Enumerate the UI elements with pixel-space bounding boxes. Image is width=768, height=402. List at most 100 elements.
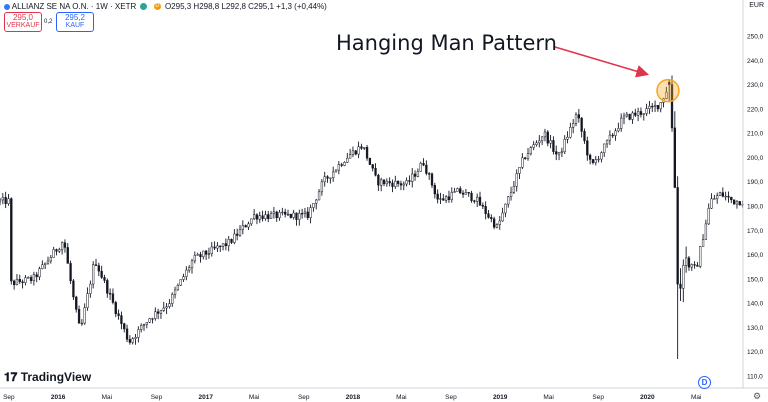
candle-body: [512, 186, 516, 193]
candle-body: [631, 112, 634, 120]
gear-icon[interactable]: ⚙: [753, 391, 762, 401]
candle-body: [193, 255, 196, 262]
candle-body: [439, 198, 442, 200]
dividend-badge[interactable]: D: [153, 3, 161, 11]
candle-body: [648, 105, 651, 109]
buy-button[interactable]: 295,2 KAUF: [56, 12, 94, 32]
candle-body: [391, 182, 394, 187]
candle-body: [416, 171, 420, 177]
candle-body: [284, 211, 287, 215]
candle-body: [461, 192, 465, 195]
candle-body: [456, 188, 459, 192]
symbol-flag-icon: [4, 3, 10, 10]
candle-body: [693, 264, 696, 266]
candle-body: [608, 134, 612, 141]
candle-body: [77, 309, 81, 324]
candle-body: [365, 147, 369, 159]
candle-body: [724, 195, 727, 198]
candle-body: [236, 233, 239, 236]
price-tick-label: 130,0: [747, 325, 764, 332]
candle-body: [444, 196, 448, 201]
candle-body: [137, 329, 140, 338]
candle-body: [89, 283, 92, 294]
candle-body: [529, 147, 532, 154]
candle-body: [128, 339, 132, 343]
candle-body: [38, 268, 41, 278]
candle-body: [227, 239, 230, 247]
candle-body: [611, 134, 614, 137]
candle-body: [380, 179, 383, 186]
candle-body: [264, 214, 267, 219]
candle-body: [639, 111, 643, 115]
currency-label[interactable]: EUR: [749, 2, 764, 9]
candle-body: [569, 127, 572, 138]
candle-body: [684, 257, 688, 266]
candle-body: [682, 265, 685, 289]
candle-body: [473, 200, 476, 202]
candle-body: [634, 112, 637, 116]
candle-body: [450, 192, 453, 200]
candle-body: [300, 213, 304, 215]
candle-body: [230, 239, 233, 243]
candle-body: [72, 280, 75, 298]
candle-body: [35, 274, 38, 278]
sell-button[interactable]: 295,0 VERKAUF: [4, 12, 42, 32]
candle-body: [69, 263, 72, 282]
candle-body: [464, 192, 468, 195]
candle-body: [10, 198, 13, 282]
candle-body: [326, 176, 329, 179]
candle-body: [490, 217, 493, 219]
candle-body: [727, 195, 730, 198]
time-axis[interactable]: Sep 2016 Mai Sep 2017 Mai Sep 2018 Mai Sep 2019 Mai…: [3, 394, 701, 401]
time-tick-label: Sep: [3, 394, 15, 401]
candle-body: [704, 223, 708, 240]
candle-body: [221, 243, 225, 247]
candle-body: [563, 138, 566, 153]
time-tick-label: 2016: [51, 394, 66, 401]
candle-body: [4, 197, 7, 204]
symbol-title[interactable]: ALLIANZ SE NA O.N. · 1W · XETR: [11, 2, 137, 11]
time-tick-label: Mai: [102, 394, 112, 401]
candle-body: [645, 108, 648, 114]
candle-body: [665, 91, 668, 99]
candle-body: [588, 154, 592, 160]
candle-body: [735, 201, 739, 205]
candle-body: [32, 274, 36, 282]
candle-body: [94, 264, 98, 266]
candle-body: [651, 105, 654, 108]
candle-body: [295, 212, 298, 220]
price-axis[interactable]: 250,0 240,0 230,0 220,0 210,0 200,0 190,0 180,0…: [747, 34, 764, 381]
candle-body: [207, 253, 211, 255]
candle-body: [140, 325, 143, 330]
market-status-icon: [140, 3, 148, 11]
tradingview-logo[interactable]: 𝟏𝟕 TradingView: [4, 370, 91, 385]
candle-body: [238, 229, 242, 236]
candle-body: [0, 199, 2, 202]
time-tick-label: 2019: [493, 394, 508, 401]
price-tick-label: 240,0: [747, 58, 764, 65]
candle-body: [552, 140, 555, 152]
candle-body: [317, 191, 321, 201]
candle-body: [425, 164, 428, 174]
candle-body: [422, 163, 425, 166]
time-tick-label: 2020: [640, 394, 655, 401]
candle-body: [151, 318, 154, 320]
candle-body: [286, 213, 290, 216]
candle-body: [560, 151, 564, 153]
dividend-event-badge[interactable]: D: [698, 376, 711, 389]
candle-body: [332, 171, 335, 179]
candle-body: [357, 146, 360, 155]
candle-body: [49, 257, 52, 262]
candle-body: [583, 131, 586, 142]
candle-body: [586, 140, 589, 156]
candle-body: [213, 246, 216, 249]
candle-body: [267, 214, 270, 219]
candle-body: [1, 197, 4, 201]
candle-body: [156, 311, 160, 314]
candle-body: [224, 243, 228, 247]
candle-body: [504, 203, 507, 214]
candle-body: [396, 180, 400, 184]
candle-body: [46, 260, 50, 264]
candle-body: [63, 242, 67, 248]
